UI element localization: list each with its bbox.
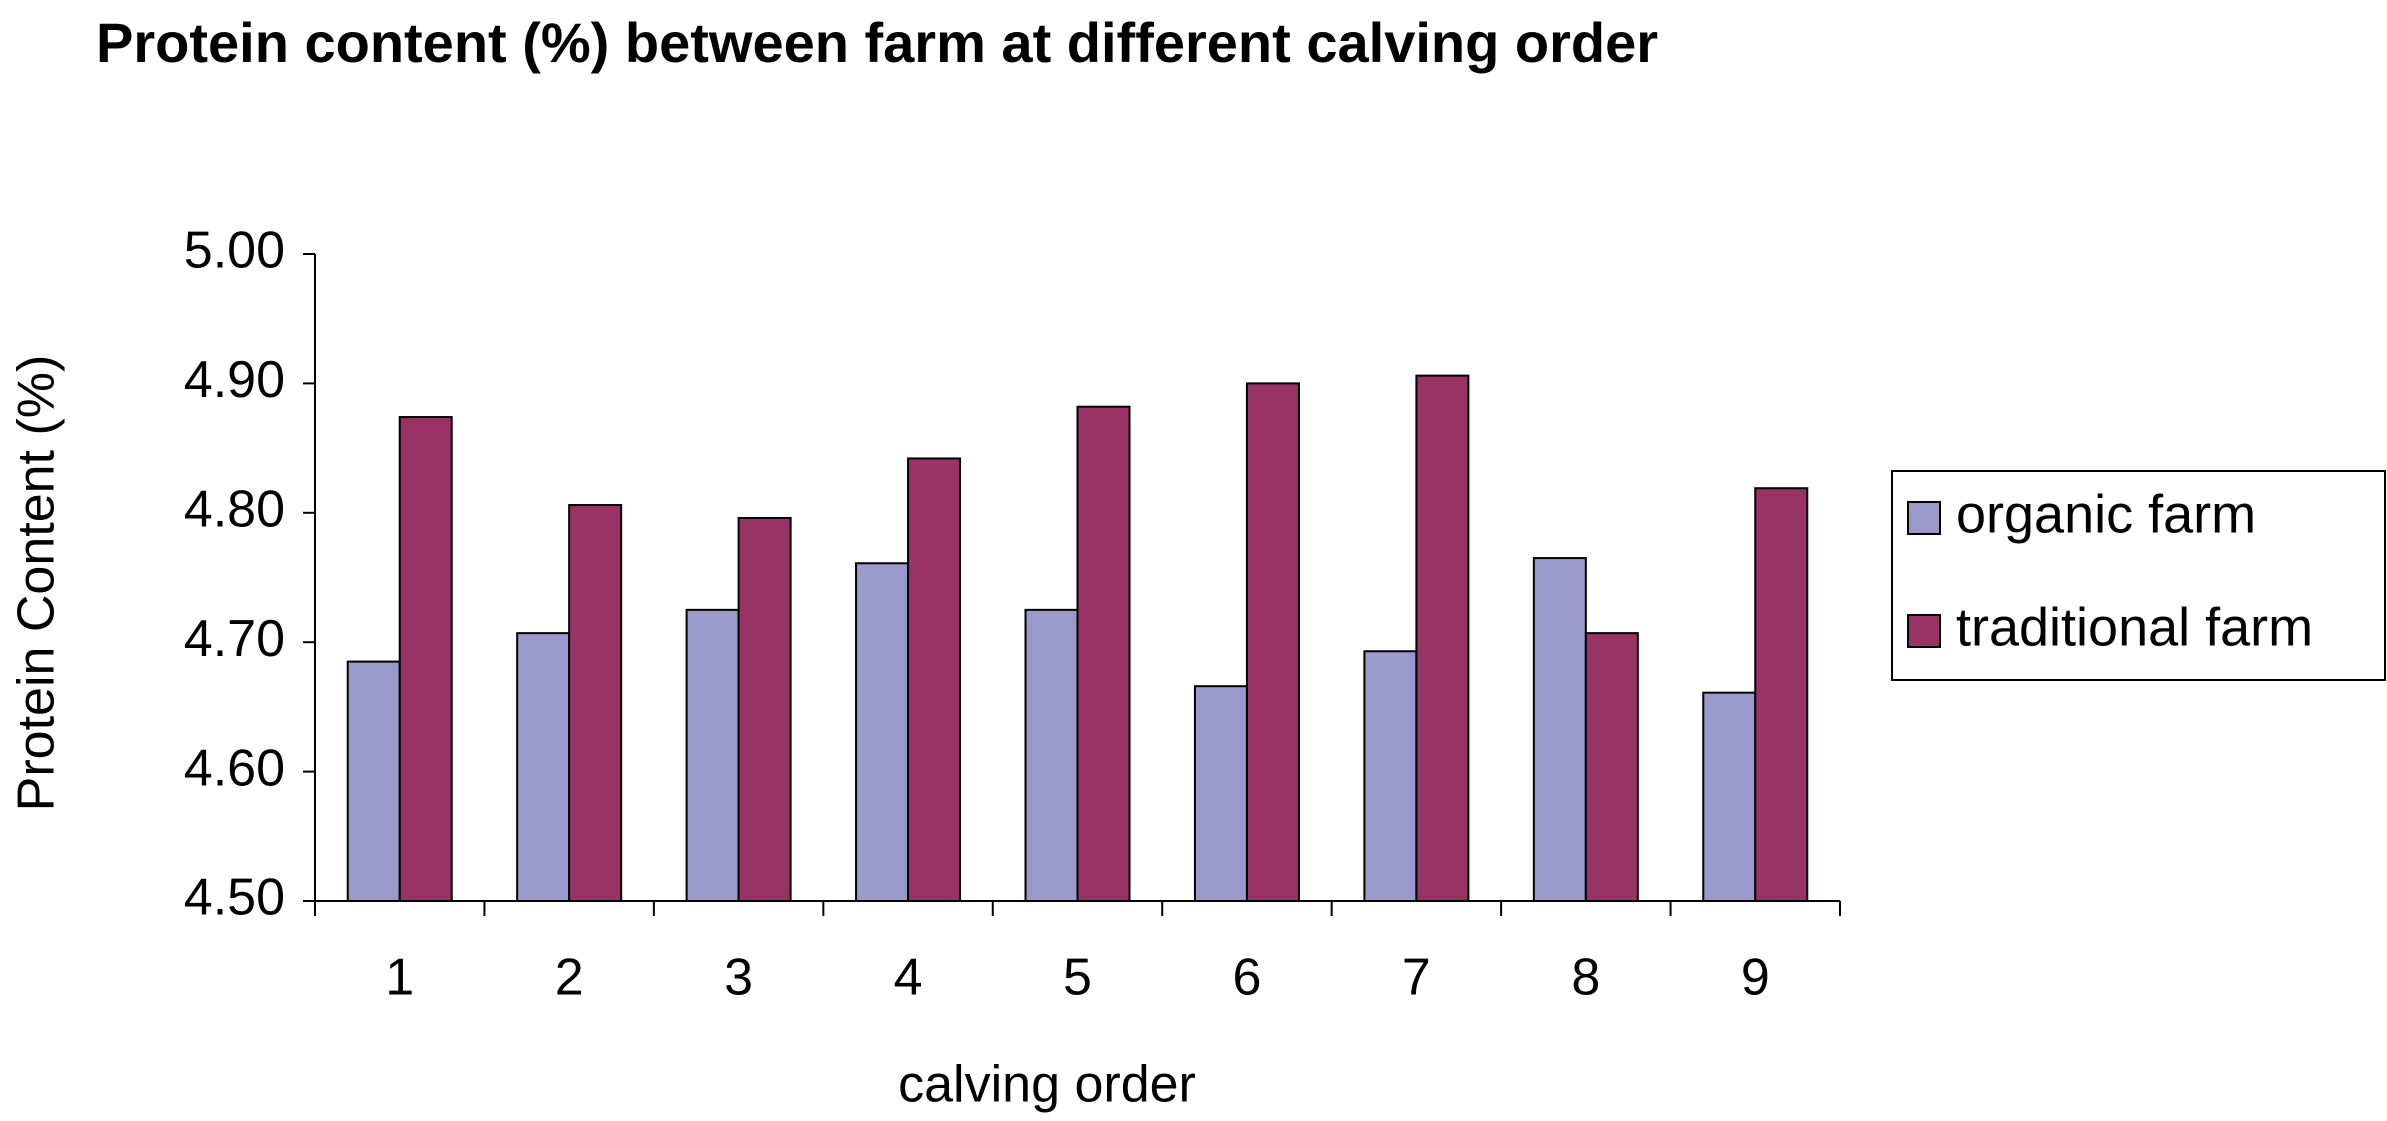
y-axis-label: Protein Content (%)	[8, 355, 66, 812]
legend-label: traditional farm	[1956, 597, 2313, 657]
legend-swatch	[1907, 501, 1941, 535]
legend-box	[1891, 470, 2386, 681]
bar	[737, 516, 792, 902]
y-tick-label: 4.70	[184, 610, 285, 668]
bar	[1415, 374, 1470, 902]
x-tick-label: 8	[1571, 949, 1600, 1007]
legend-swatch	[1907, 614, 1941, 648]
bar	[1193, 685, 1248, 902]
legend-label: organic farm	[1956, 484, 2256, 544]
bar	[1532, 557, 1587, 903]
bar	[568, 504, 623, 902]
x-tick-label: 4	[894, 949, 923, 1007]
bar	[1702, 691, 1757, 903]
x-axis-label: calving order	[898, 1056, 1196, 1114]
bar	[1754, 487, 1809, 902]
x-tick-label: 5	[1063, 949, 1092, 1007]
bar	[855, 562, 910, 902]
bar	[1363, 650, 1418, 902]
x-tick-label: 1	[385, 949, 414, 1007]
y-tick-label: 4.80	[184, 481, 285, 539]
bar	[685, 608, 740, 902]
x-tick-label: 9	[1741, 949, 1770, 1007]
bar	[1245, 382, 1300, 902]
y-tick-label: 5.00	[184, 222, 285, 280]
x-tick-label: 7	[1402, 949, 1431, 1007]
bar	[398, 416, 453, 902]
x-tick-label: 6	[1232, 949, 1261, 1007]
bar	[516, 632, 571, 903]
bar	[346, 660, 401, 902]
y-tick-label: 4.50	[184, 869, 285, 927]
bar	[907, 457, 962, 902]
chart-title: Protein content (%) between farm at diff…	[96, 11, 1658, 74]
x-tick-label: 2	[555, 949, 584, 1007]
bar	[1076, 405, 1131, 902]
bar	[1024, 608, 1079, 902]
y-tick-label: 4.60	[184, 739, 285, 797]
x-tick-label: 3	[724, 949, 753, 1007]
y-tick-label: 4.90	[184, 351, 285, 409]
bar	[1584, 632, 1639, 903]
